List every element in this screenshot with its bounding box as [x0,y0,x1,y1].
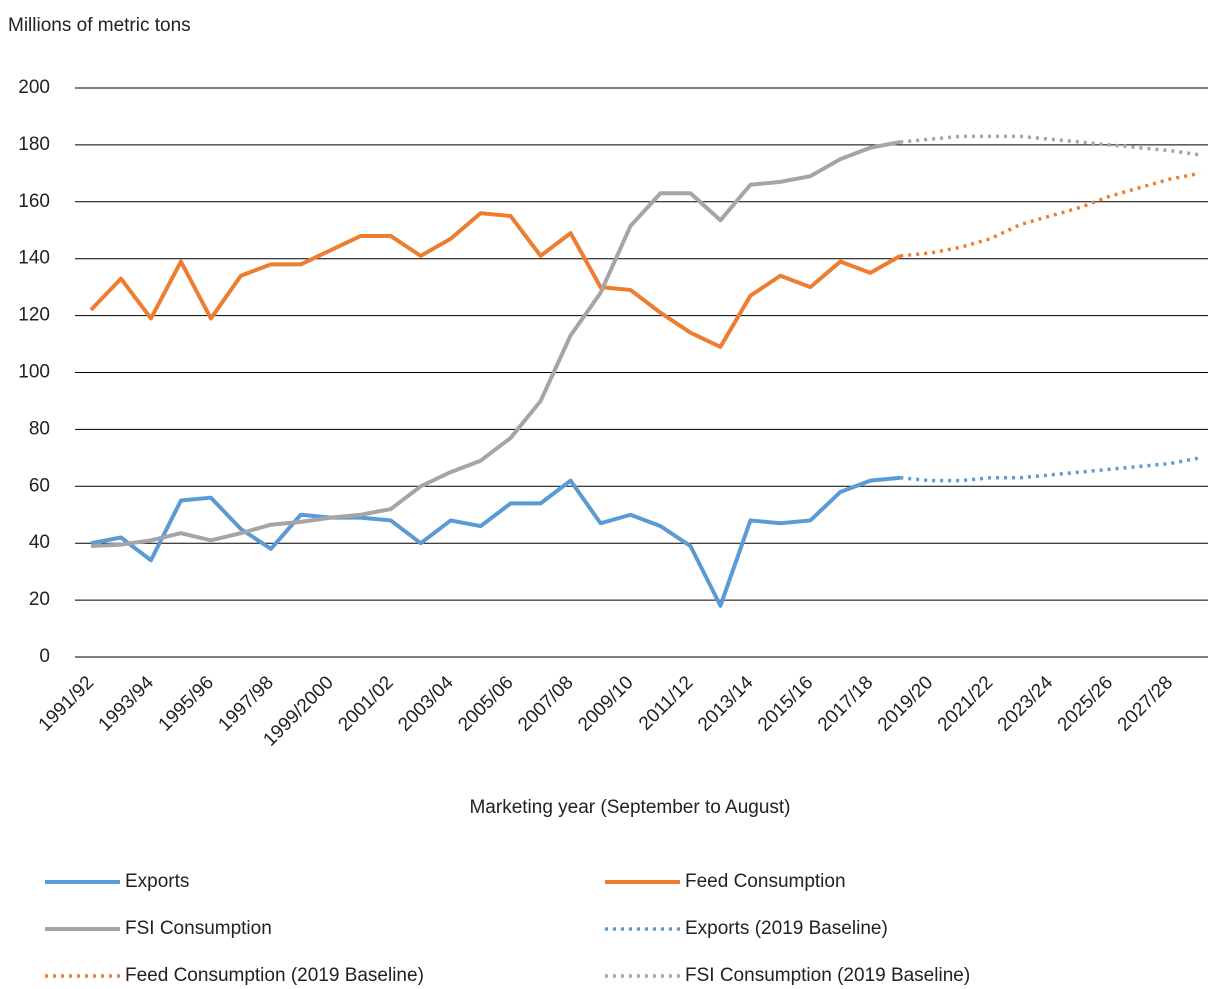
y-tick-label: 60 [29,475,50,496]
x-tick-label: 2009/10 [574,672,637,735]
legend-label: Exports [125,871,189,892]
legend-label: FSI Consumption (2019 Baseline) [685,965,970,986]
x-axis-label: Marketing year (September to August) [469,797,790,818]
legend-label: Feed Consumption (2019 Baseline) [125,965,424,986]
legend-label: Feed Consumption [685,871,846,892]
x-tick-label: 2003/04 [394,672,458,736]
y-tick-label: 180 [18,134,50,155]
y-tick-label: 20 [29,589,50,610]
x-tick-label: 1993/94 [95,672,159,736]
y-tick-label: 80 [29,418,50,439]
legend-label: Exports (2019 Baseline) [685,918,888,939]
y-tick-label: 140 [18,248,50,269]
x-tick-label: 2017/18 [814,672,877,735]
x-tick-label: 2019/20 [874,672,937,735]
y-axis-label: Millions of metric tons [8,15,191,36]
legend-label: FSI Consumption [125,918,272,939]
x-tick-label: 2021/22 [934,672,997,735]
x-tick-label: 1991/92 [35,672,98,735]
x-tick-label: 2005/06 [454,672,517,735]
series-line [900,134,1201,157]
y-tick-label: 40 [29,532,50,553]
x-tick-label: 2013/14 [694,672,758,736]
y-tick-label: 0 [39,646,50,667]
series-line [900,456,1201,483]
y-tick-label: 120 [18,305,50,326]
x-tick-label: 2025/26 [1054,672,1117,735]
x-tick-label: 2001/02 [334,672,397,735]
y-tick-label: 160 [18,191,50,212]
series-line [900,171,1201,258]
y-tick-label: 200 [18,77,50,98]
x-tick-label: 2007/08 [514,672,577,735]
x-tick-label: 2023/24 [994,672,1058,736]
series-line [90,140,901,549]
x-tick-label: 2015/16 [754,672,817,735]
series-line [90,475,901,608]
y-tick-label: 100 [18,362,50,383]
x-tick-label: 2011/12 [635,672,697,734]
x-tick-label: 2027/28 [1114,672,1177,735]
x-tick-label: 1995/96 [155,672,218,735]
series-line [89,211,902,349]
